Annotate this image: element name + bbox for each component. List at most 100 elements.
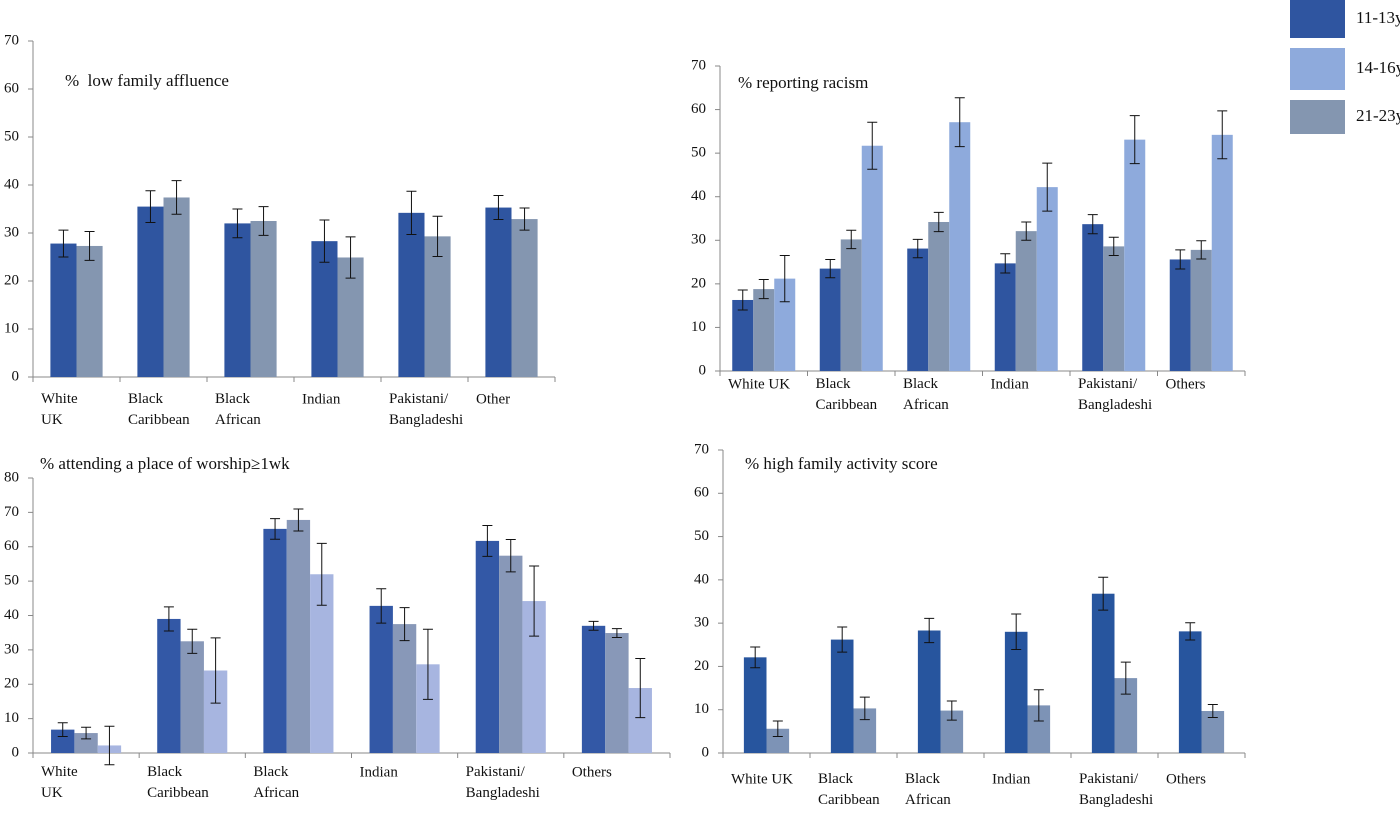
legend-label: 11-13y — [1356, 8, 1400, 27]
error-bar — [1087, 214, 1098, 235]
bar — [1091, 593, 1115, 753]
error-bar — [104, 725, 115, 766]
bar — [250, 221, 277, 377]
error-bar — [846, 229, 857, 250]
x-tick-label: Pakistani/ Bangladeshi — [389, 391, 463, 428]
bar — [522, 601, 546, 753]
error-bar — [1108, 236, 1119, 257]
x-tick-label: Black Caribbean — [128, 391, 190, 428]
error-bar — [867, 121, 878, 170]
legend-swatch — [1290, 48, 1345, 90]
error-bar — [145, 190, 156, 223]
error-bar — [210, 637, 221, 704]
y-tick-label: 0 — [702, 744, 710, 760]
error-bar — [1175, 249, 1186, 270]
bar — [416, 664, 440, 753]
bar — [949, 122, 971, 371]
series — [76, 180, 538, 377]
error-bar — [946, 700, 957, 721]
bar — [311, 241, 338, 377]
y-tick-label: 50 — [691, 145, 706, 161]
bar — [286, 519, 311, 753]
bar — [917, 630, 941, 753]
error-bar — [422, 628, 433, 700]
y-tick-label: 40 — [691, 188, 706, 204]
error-bar — [1021, 221, 1032, 241]
y-tick-label: 0 — [699, 362, 707, 378]
error-bar — [406, 190, 417, 235]
bar — [605, 633, 629, 753]
y-tick-label: 10 — [691, 319, 706, 335]
error-bar — [187, 628, 198, 654]
chart-title: % reporting racism — [738, 73, 868, 92]
bar — [830, 639, 854, 753]
y-tick-label: 70 — [4, 32, 19, 48]
y-tick-label: 50 — [4, 128, 19, 144]
error-bar — [529, 565, 540, 637]
error-bar — [1042, 162, 1053, 212]
y-tick-label: 30 — [694, 615, 709, 631]
error-bar — [519, 207, 530, 231]
y-tick-label: 40 — [4, 607, 19, 623]
error-bar — [319, 219, 330, 263]
bar — [1124, 139, 1146, 371]
x-tick-label: Black African — [253, 764, 299, 801]
bar — [163, 197, 190, 377]
error-bar — [737, 289, 748, 311]
x-tick-label: Other — [476, 391, 510, 407]
error-bar — [954, 97, 965, 148]
bar — [485, 207, 512, 377]
y-tick-label: 20 — [691, 275, 706, 291]
error-bar — [1033, 689, 1044, 722]
error-bar — [611, 628, 622, 638]
bar — [1015, 231, 1037, 371]
x-tick-label: Indian — [992, 771, 1031, 787]
bar — [369, 605, 393, 753]
error-bar — [772, 720, 783, 738]
error-bar — [482, 524, 493, 557]
bar — [499, 555, 523, 753]
error-bar — [825, 258, 836, 279]
error-bar — [1185, 622, 1196, 641]
x-tick-label: Black African — [215, 391, 261, 428]
x-tick-label: Black Caribbean — [818, 771, 880, 808]
x-tick-label: Pakistani/ Bangladeshi — [466, 764, 540, 801]
error-bar — [345, 236, 356, 279]
y-tick-label: 30 — [4, 641, 19, 657]
bar — [475, 540, 500, 753]
y-tick-label: 50 — [694, 528, 709, 544]
y-tick-label: 60 — [691, 101, 706, 117]
y-tick-label: 70 — [694, 441, 709, 457]
bar — [853, 708, 877, 753]
bar — [861, 145, 883, 371]
bar — [1004, 631, 1028, 753]
x-tick-label: White UK — [41, 764, 81, 801]
x-tick-label: White UK — [731, 771, 793, 787]
error-bar — [779, 255, 790, 303]
chart-title: % low family affluence — [65, 71, 229, 90]
error-bar — [588, 620, 599, 631]
bar — [1169, 259, 1191, 371]
x-tick-label: Indian — [360, 764, 399, 780]
bar — [766, 728, 790, 753]
y-tick-label: 10 — [4, 320, 19, 336]
bar — [157, 618, 181, 753]
y-tick-label: 60 — [4, 80, 19, 96]
series — [732, 214, 1191, 371]
legend-label: 21-23y — [1356, 106, 1400, 125]
error-bar — [57, 722, 68, 737]
bar — [840, 239, 862, 371]
series — [50, 190, 512, 377]
x-tick-label: Others — [1166, 771, 1206, 787]
bar — [392, 624, 417, 753]
error-bar — [1207, 704, 1218, 719]
bar — [398, 212, 425, 377]
x-tick-label: Pakistani/ Bangladeshi — [1078, 376, 1152, 413]
error-bar — [1098, 576, 1109, 611]
series — [51, 518, 606, 753]
legend-swatch — [1290, 100, 1345, 134]
bar — [137, 206, 164, 377]
bar — [224, 223, 251, 377]
error-bar — [1129, 115, 1140, 165]
bar — [1036, 187, 1058, 371]
